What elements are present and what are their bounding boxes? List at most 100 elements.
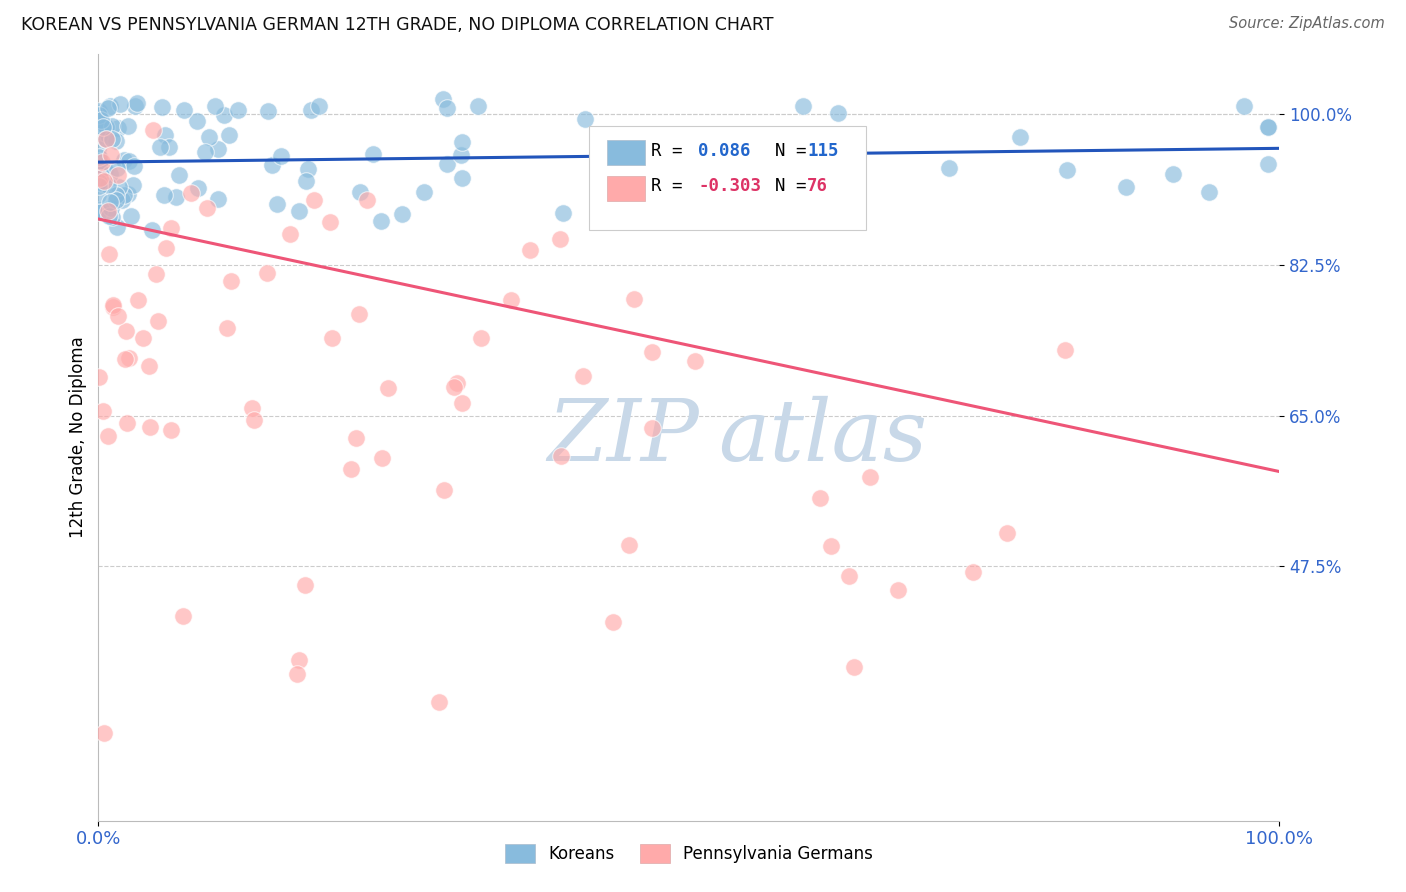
Point (108, 97, 131, 112)
Point (90, 113, 112, 128)
Point (266, 197, 288, 211)
Point (499, 293, 522, 307)
Point (433, 483, 456, 498)
Point (187, 181, 209, 195)
Point (363, 146, 385, 161)
Point (87, 187, 110, 202)
Point (294, 578, 316, 592)
Point (1056, 162, 1078, 177)
Point (98, 210, 121, 224)
Point (105, 161, 128, 176)
Point (662, 188, 685, 202)
Point (142, 122, 165, 136)
Point (427, 695, 450, 709)
Point (87, 172, 110, 186)
Point (117, 187, 139, 202)
Point (153, 187, 176, 202)
Point (87, 176, 110, 190)
Point (87, 205, 110, 219)
Point (146, 314, 169, 328)
Point (138, 420, 160, 434)
Point (321, 331, 343, 345)
Point (94, 163, 117, 178)
Point (91, 404, 114, 418)
Point (467, 98, 489, 112)
Point (652, 191, 675, 205)
Point (548, 232, 571, 246)
Point (97, 247, 120, 261)
Point (436, 157, 458, 171)
FancyBboxPatch shape (607, 177, 645, 201)
Point (105, 188, 128, 202)
Point (101, 132, 124, 146)
Point (90, 166, 112, 180)
Point (112, 188, 135, 202)
Point (1115, 179, 1137, 194)
Point (105, 220, 128, 235)
Point (122, 178, 145, 192)
Point (186, 114, 208, 128)
Legend: Koreans, Pennsylvania Germans: Koreans, Pennsylvania Germans (498, 838, 880, 870)
Point (887, 583, 910, 598)
Point (194, 145, 217, 159)
Point (87, 142, 110, 156)
Point (160, 423, 183, 437)
Text: -0.303: -0.303 (699, 178, 762, 195)
Point (256, 266, 278, 280)
Point (167, 169, 190, 183)
Point (962, 566, 984, 580)
Point (623, 292, 645, 306)
Point (87, 106, 110, 120)
Point (132, 331, 155, 345)
Point (1054, 343, 1077, 358)
Point (101, 120, 124, 134)
Point (1161, 167, 1184, 181)
Point (602, 615, 624, 630)
Text: Source: ZipAtlas.com: Source: ZipAtlas.com (1229, 16, 1385, 31)
Point (87, 369, 110, 384)
Point (97, 101, 120, 115)
Point (149, 140, 172, 154)
Point (127, 95, 149, 110)
Point (391, 206, 413, 220)
Point (733, 185, 755, 199)
Point (450, 147, 472, 161)
Point (287, 204, 309, 219)
Point (90, 203, 112, 218)
Point (93, 173, 115, 187)
Point (94, 131, 117, 145)
Point (443, 380, 465, 394)
Point (103, 297, 125, 311)
Point (838, 569, 860, 583)
Point (198, 130, 221, 145)
Text: 76: 76 (807, 178, 828, 195)
Point (370, 214, 392, 228)
Point (173, 103, 195, 118)
Point (145, 267, 167, 281)
Point (1257, 157, 1279, 171)
Point (792, 99, 814, 113)
Point (551, 206, 574, 220)
Text: N =: N = (754, 178, 817, 195)
Point (270, 149, 292, 163)
Point (1198, 185, 1220, 199)
Point (93, 726, 115, 740)
Point (204, 98, 226, 112)
Point (195, 201, 218, 215)
Point (98, 98, 121, 112)
Point (160, 220, 183, 235)
Text: atlas: atlas (718, 396, 928, 478)
Point (87, 103, 110, 118)
Point (157, 140, 180, 154)
Point (152, 100, 174, 114)
Point (377, 381, 399, 395)
Point (172, 608, 194, 623)
Point (115, 416, 138, 430)
Point (302, 193, 325, 207)
Point (349, 185, 371, 199)
Point (574, 112, 596, 126)
Point (859, 470, 882, 484)
Point (115, 325, 138, 339)
Point (97, 203, 120, 218)
Point (519, 244, 541, 258)
